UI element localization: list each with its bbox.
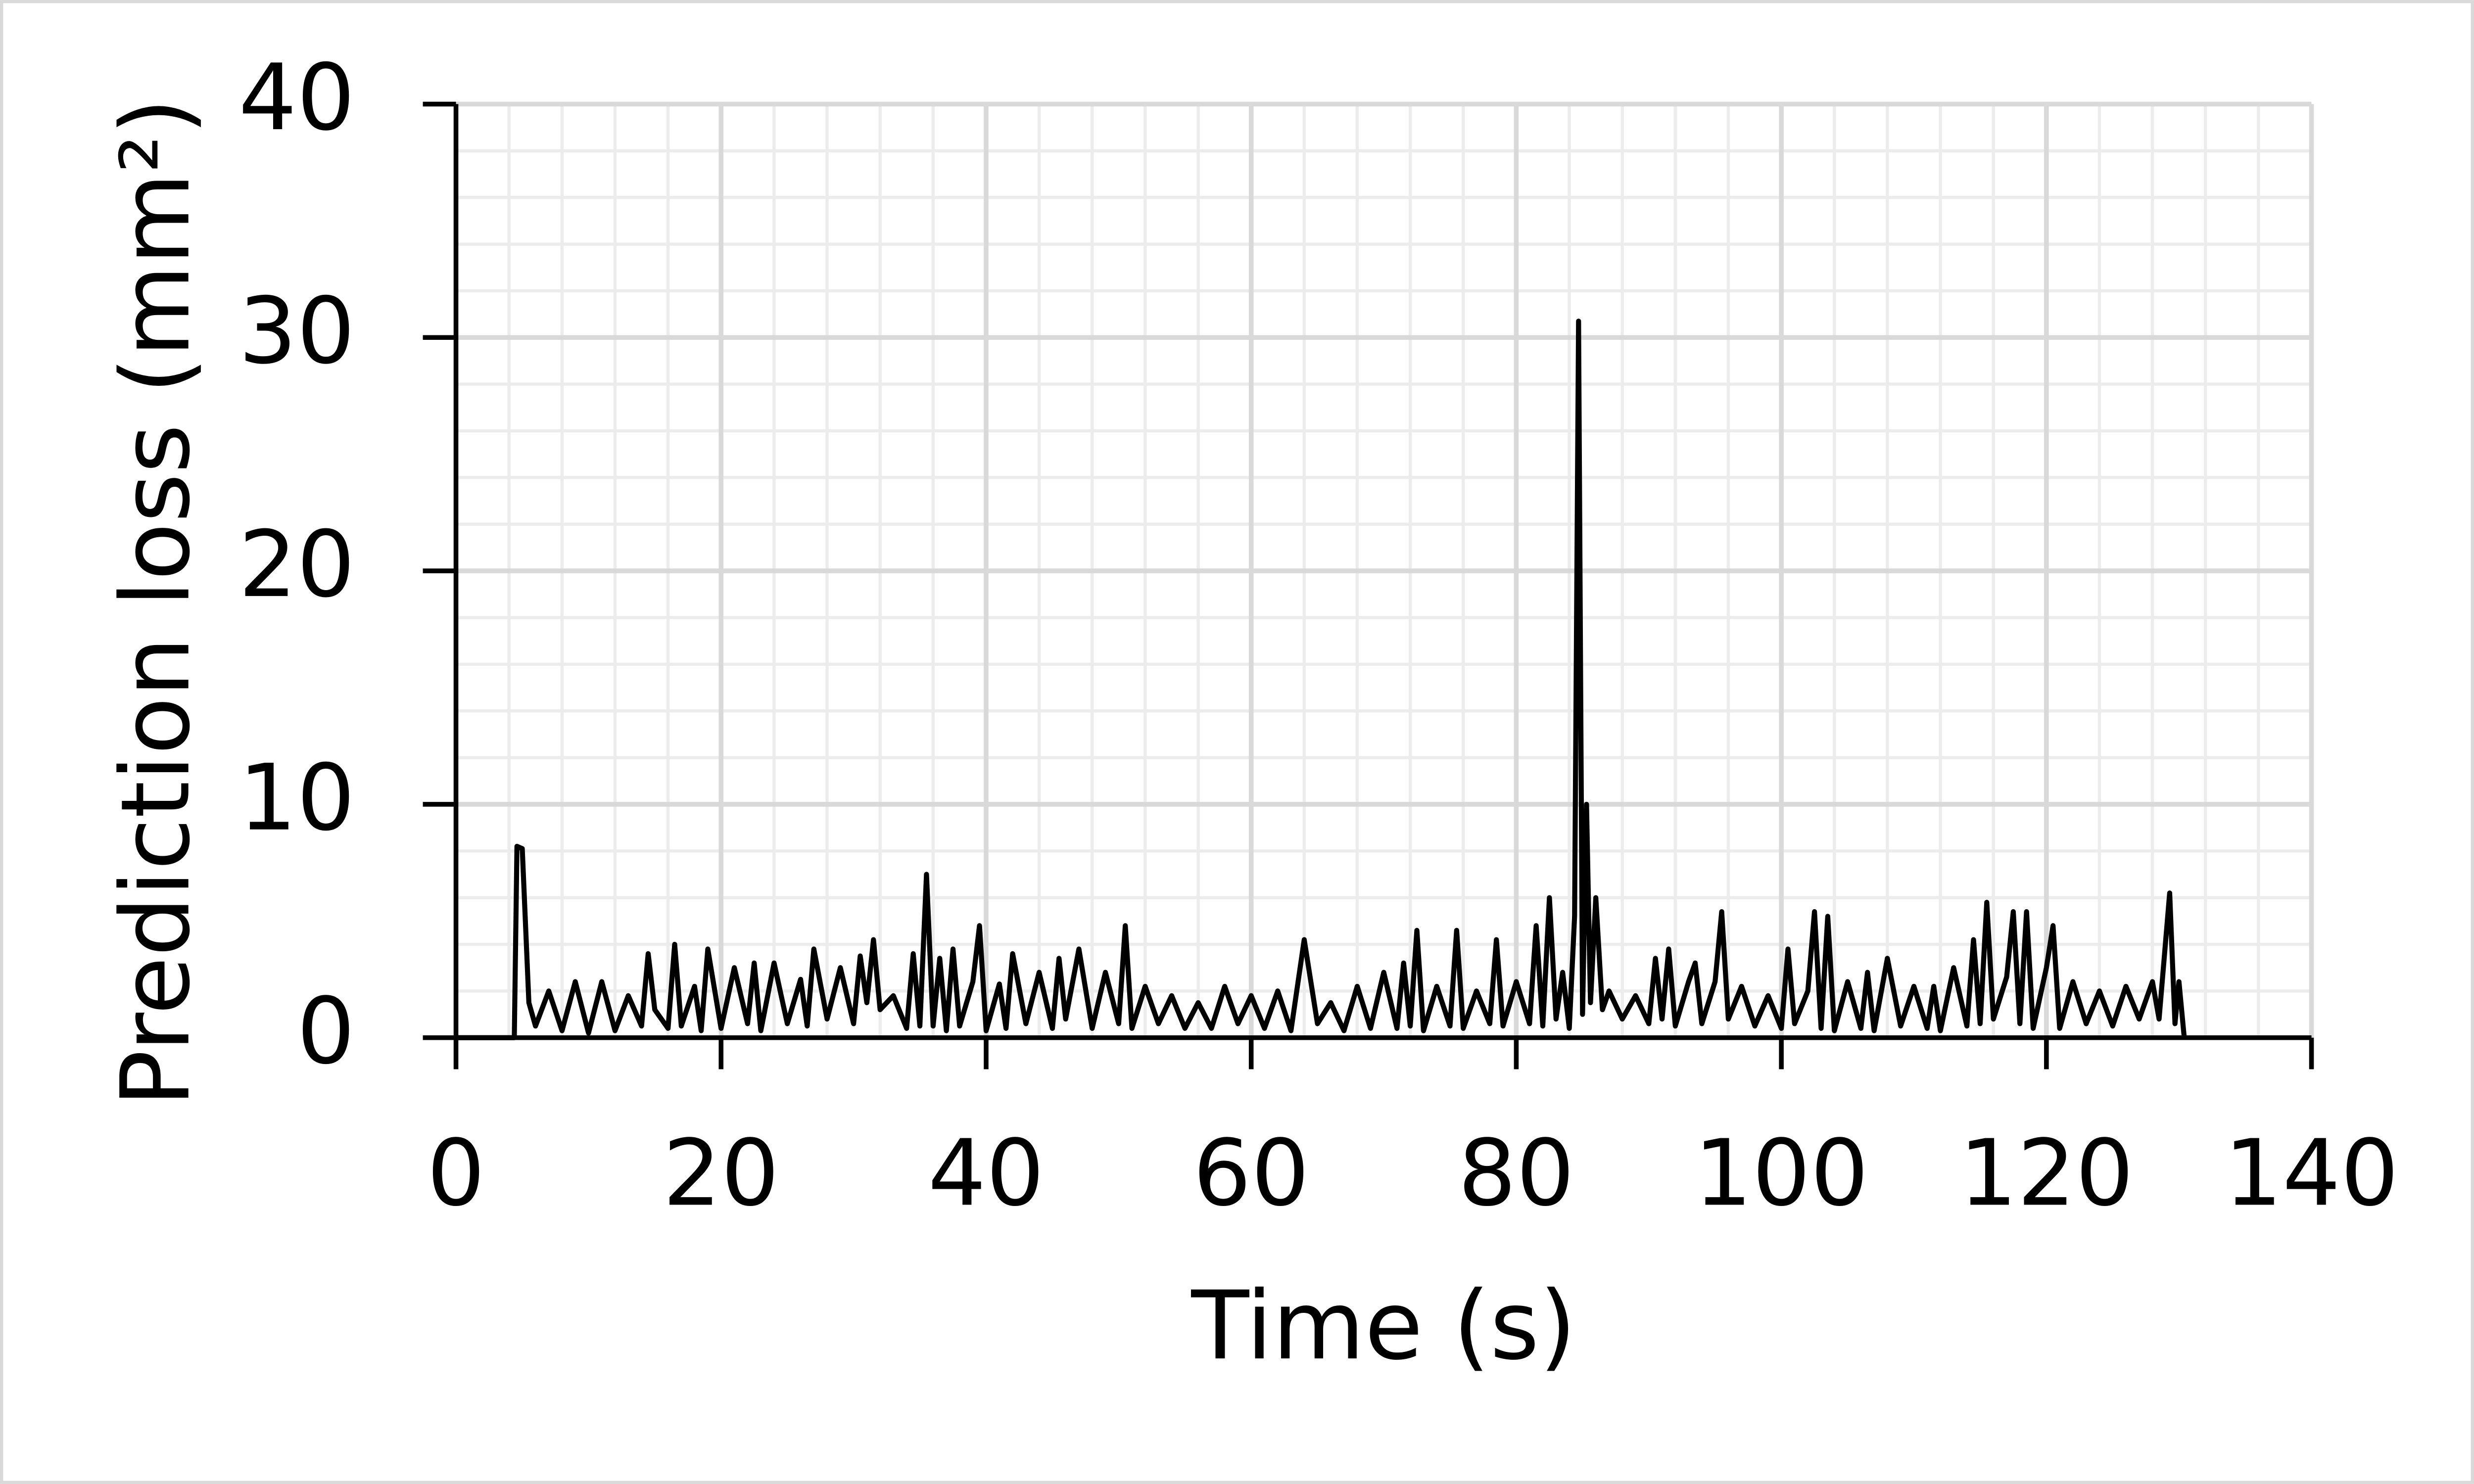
y-tick-label: 30 (238, 278, 355, 384)
y-tick-label: 40 (238, 44, 355, 151)
x-tick-label: 0 (427, 1119, 485, 1226)
x-tick-label: 80 (1458, 1119, 1574, 1226)
y-tick-label: 20 (238, 511, 355, 618)
grid (453, 101, 2314, 1040)
y-axis-title: Prediction loss (mm²) (101, 98, 211, 1107)
x-tick-label: 60 (1193, 1119, 1309, 1226)
x-tick-label: 120 (1959, 1119, 2134, 1226)
x-axis-title: Time (s) (1191, 1271, 1576, 1381)
x-tick-label: 140 (2224, 1119, 2399, 1226)
y-tick-label: 0 (297, 978, 355, 1085)
x-tick-label: 40 (928, 1119, 1044, 1226)
data-line (456, 319, 2187, 1040)
y-tick-label: 10 (238, 744, 355, 851)
axes: 0 20 40 60 80 100 120 140 0 10 20 30 40 (238, 44, 2399, 1226)
x-tick-label: 100 (1694, 1119, 1869, 1226)
plot (456, 319, 2187, 1040)
x-tick-label: 20 (663, 1119, 779, 1226)
